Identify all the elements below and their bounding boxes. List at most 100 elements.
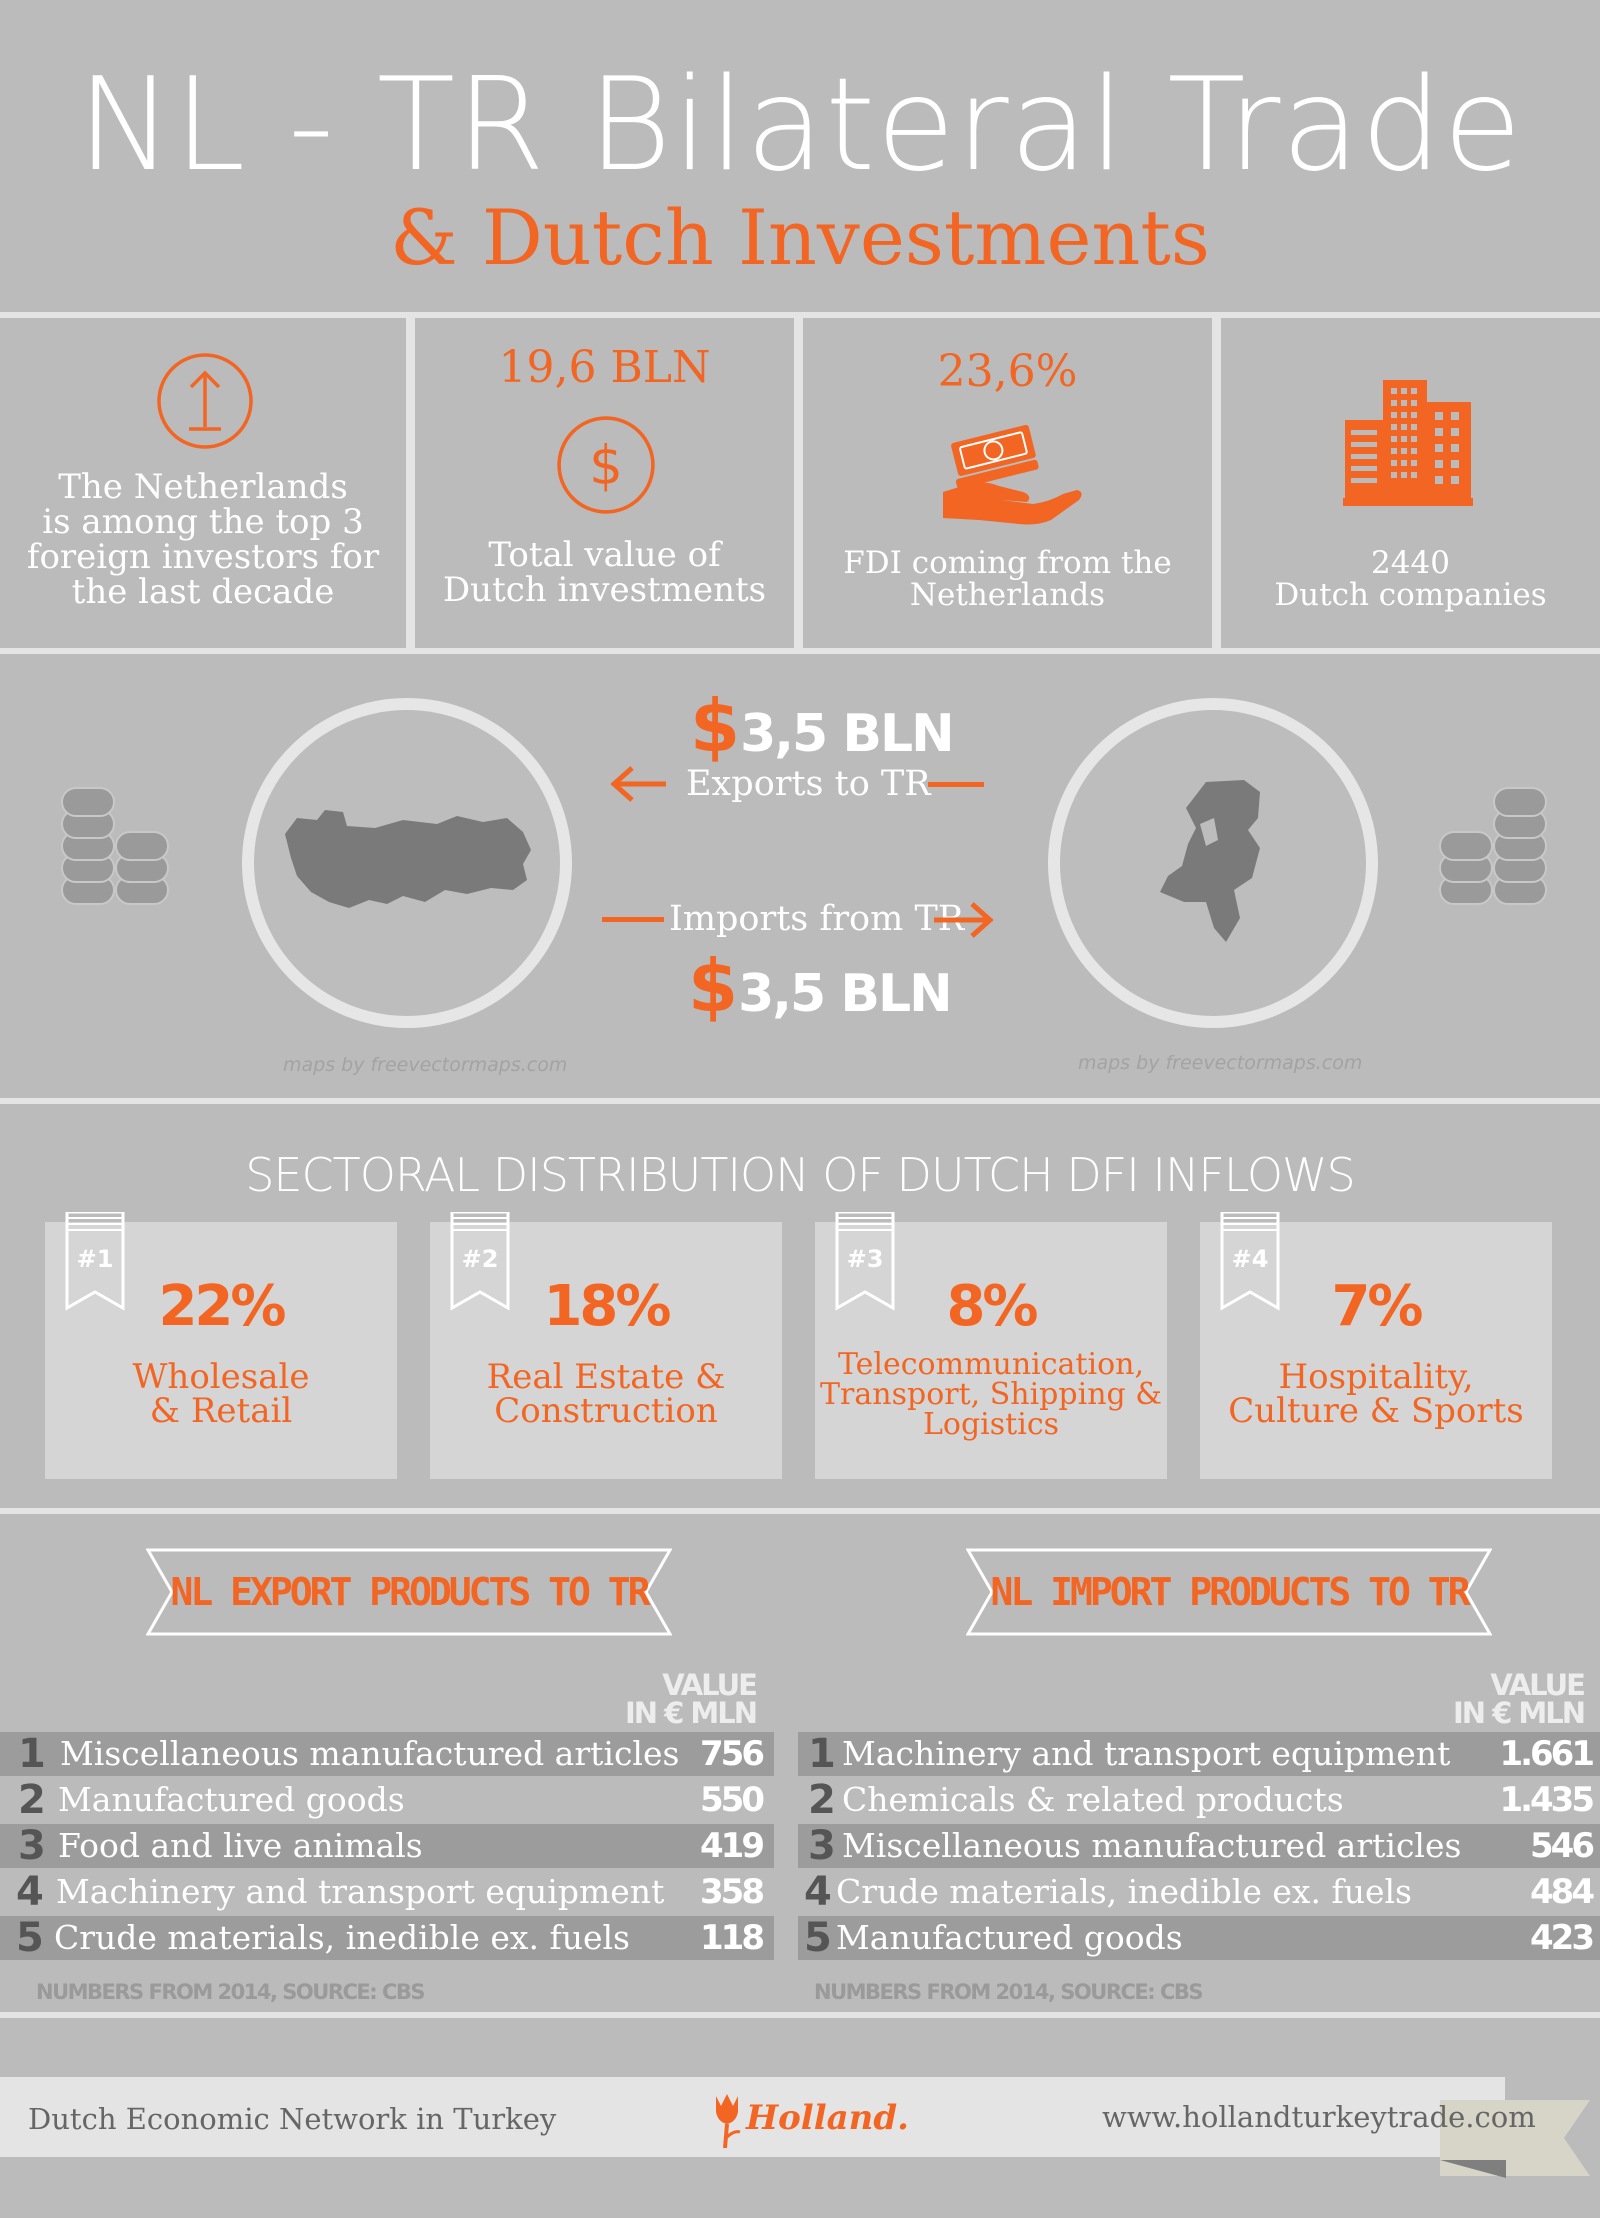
row-label: Machinery and transport equipment — [56, 1872, 665, 1911]
divider — [0, 2012, 1600, 2018]
divider — [0, 312, 1600, 318]
table-row: 3 Miscellaneous manufactured articles 54… — [798, 1824, 1600, 1868]
sector-card: #4 7% Hospitality, Culture & Sports — [1200, 1212, 1552, 1479]
sector-label-line: & Retail — [149, 1391, 293, 1431]
arrow-line — [602, 917, 664, 922]
row-rank: 2 — [18, 1777, 46, 1823]
value-column-header: VALUE IN € MLN — [624, 1668, 758, 1730]
stat-value: 23,6% — [937, 346, 1078, 397]
holland-logo[interactable]: Holland. — [712, 2092, 912, 2152]
page-title: NL - TR Bilateral Trade — [77, 51, 1523, 200]
divider — [406, 318, 415, 649]
stat-text-line: Netherlands — [909, 576, 1106, 613]
stat-dutch-companies: 2440 Dutch companies — [1221, 318, 1600, 649]
netherlands-map — [1160, 780, 1260, 942]
row-value: 484 — [1530, 1872, 1595, 1912]
stat-fdi-share: 23,6% FDI coming from the Netherlands — [803, 318, 1212, 649]
sector-card: #3 8% Telecommunication, Transport, Ship… — [815, 1212, 1167, 1479]
bookmark-icon: #4 — [1220, 1212, 1280, 1311]
table-row: 4 Machinery and transport equipment 358 — [0, 1870, 774, 1914]
money-hand-icon — [943, 424, 1082, 525]
tulip-icon — [716, 2094, 741, 2149]
table-row: 3 Food and live animals 419 — [0, 1824, 774, 1868]
sector-card: #1 22% Wholesale & Retail — [45, 1212, 397, 1479]
buildings-icon — [1343, 380, 1473, 506]
row-label: Miscellaneous manufactured articles — [842, 1826, 1462, 1865]
sector-rank: #1 — [77, 1245, 114, 1273]
sector-label-line: Logistics — [922, 1407, 1060, 1442]
row-label: Crude materials, inedible ex. fuels — [54, 1918, 630, 1957]
row-label: Miscellaneous manufactured articles — [60, 1734, 680, 1773]
dollar-sign: $ — [688, 944, 738, 1028]
bookmark-icon: #1 — [65, 1212, 125, 1311]
import-table-title: NL IMPORT PRODUCTS TO TR — [990, 1570, 1470, 1614]
footer-bar — [0, 2077, 1505, 2157]
row-rank: 4 — [16, 1869, 44, 1915]
row-value: 1.661 — [1499, 1734, 1595, 1774]
row-value: 118 — [700, 1918, 765, 1958]
divider — [1212, 318, 1221, 649]
sector-rank: #3 — [847, 1245, 884, 1273]
right-arrow-icon — [934, 902, 994, 938]
sector-label-line: Culture & Sports — [1228, 1391, 1524, 1431]
footer-ribbon-tail — [1440, 2100, 1590, 2178]
stat-top-investor: The Netherlands is among the top 3 forei… — [0, 318, 406, 649]
row-rank: 1 — [808, 1731, 836, 1777]
row-rank: 4 — [804, 1869, 832, 1915]
row-value: 1.435 — [1499, 1780, 1595, 1820]
stat-value: 19,6 BLN — [498, 342, 711, 393]
sector-label-line: Wholesale — [132, 1357, 310, 1397]
export-ribbon — [146, 1548, 672, 1636]
sector-label-line: Construction — [494, 1391, 718, 1431]
exports-value: $3,5 BLN — [690, 684, 955, 768]
row-value: 756 — [700, 1734, 765, 1774]
netherlands-map-circle — [1048, 698, 1378, 1028]
row-rank: 3 — [808, 1823, 836, 1869]
table-row: 1 Machinery and transport equipment 1.66… — [798, 1732, 1600, 1776]
table-row: 1 Miscellaneous manufactured articles 75… — [0, 1732, 774, 1776]
row-rank: 1 — [18, 1731, 46, 1777]
divider — [0, 1508, 1600, 1514]
table-row: 2 Manufactured goods 550 — [0, 1778, 774, 1822]
stat-text-line: Dutch investments — [442, 570, 767, 611]
section-title: SECTORAL DISTRIBUTION OF DUTCH DFI INFLO… — [245, 1148, 1356, 1202]
row-label: Machinery and transport equipment — [842, 1734, 1451, 1773]
exports-label: Exports to TR — [686, 764, 931, 804]
divider — [0, 1098, 1600, 1104]
row-rank: 5 — [804, 1915, 832, 1961]
sector-label-line: Transport, Shipping & — [820, 1377, 1162, 1412]
footer-url-link[interactable]: www.hollandturkeytrade.com — [1102, 2100, 1536, 2134]
arrow-line — [928, 782, 984, 787]
dollar-circle-icon: $ — [557, 416, 655, 514]
sector-card: #2 18% Real Estate & Construction — [430, 1212, 782, 1479]
sector-percent: 18% — [543, 1274, 671, 1339]
stat-total-investments: 19,6 BLN $ Total value of Dutch investme… — [415, 318, 794, 649]
stat-text-line: Total value of — [488, 535, 721, 575]
table-row: 2 Chemicals & related products 1.435 — [798, 1778, 1600, 1822]
imports-value: $3,5 BLN — [688, 944, 953, 1028]
sector-label-line: Telecommunication, — [837, 1347, 1145, 1382]
import-ribbon — [966, 1548, 1492, 1636]
sector-rank: #2 — [462, 1245, 499, 1273]
stat-text-line: the last decade — [71, 572, 335, 613]
row-label: Crude materials, inedible ex. fuels — [836, 1872, 1412, 1911]
stat-text-line: The Netherlands — [58, 467, 348, 507]
table-row: 4 Crude materials, inedible ex. fuels 48… — [798, 1870, 1600, 1914]
sector-label-line: Real Estate & — [486, 1357, 726, 1397]
stat-text-line: FDI coming from the — [843, 545, 1172, 581]
bookmark-icon: #3 — [835, 1212, 895, 1311]
row-value: 419 — [700, 1826, 765, 1866]
divider — [794, 318, 803, 649]
table-source: NUMBERS FROM 2014, SOURCE: CBS — [36, 1980, 426, 2004]
sector-percent: 8% — [946, 1274, 1038, 1339]
row-label: Food and live animals — [58, 1826, 423, 1865]
stat-text-line: 2440 — [1371, 545, 1450, 581]
row-label: Chemicals & related products — [842, 1780, 1344, 1819]
table-row: 5 Crude materials, inedible ex. fuels 11… — [0, 1916, 774, 1960]
bookmark-icon: #2 — [450, 1212, 510, 1311]
row-rank: 2 — [808, 1777, 836, 1823]
dollar-sign: $ — [690, 684, 740, 768]
sector-rank: #4 — [1232, 1245, 1269, 1273]
value-column-header: VALUE IN € MLN — [1452, 1668, 1586, 1730]
row-value: 550 — [700, 1780, 765, 1820]
